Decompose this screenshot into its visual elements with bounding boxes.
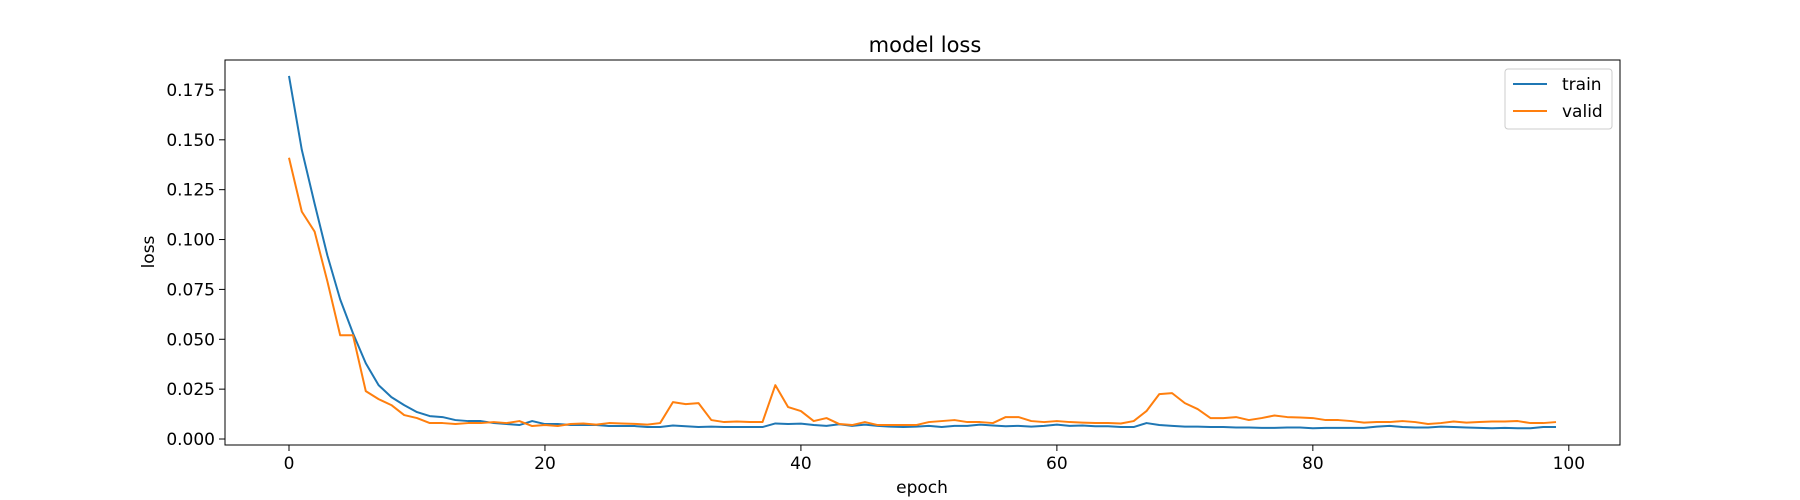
series-line-train (288, 75, 1557, 430)
y-axis-label: loss (139, 235, 159, 268)
x-tick-label: 80 (1302, 454, 1324, 474)
x-axis: 0 20 40 60 80 100 (284, 445, 1585, 474)
series-line-valid (288, 157, 1557, 428)
y-tick-label: 0.175 (166, 81, 215, 101)
legend: train valid (1504, 68, 1613, 130)
x-tick-label: 60 (1046, 454, 1068, 474)
legend-label-valid: valid (1562, 102, 1603, 122)
y-tick-label: 0.125 (166, 181, 215, 201)
chart-title: model loss (869, 33, 982, 57)
legend-label-train: train (1562, 75, 1602, 95)
x-tick-label: 20 (534, 454, 556, 474)
y-tick-label: 0.100 (166, 231, 215, 251)
x-tick-label: 0 (284, 454, 295, 474)
plot-area (224, 59, 1621, 446)
series-lines (288, 75, 1557, 430)
y-tick-label: 0.000 (166, 430, 215, 450)
y-tick-label: 0.025 (166, 380, 215, 400)
x-tick-label: 100 (1553, 454, 1585, 474)
y-tick-label: 0.075 (166, 280, 215, 300)
y-tick-label: 0.050 (166, 330, 215, 350)
y-tick-label: 0.150 (166, 131, 215, 151)
y-axis: 0.000 0.025 0.050 0.075 0.100 0.125 0.150 0.175 (166, 81, 225, 450)
x-axis-label: epoch (896, 478, 948, 498)
x-tick-label: 40 (790, 454, 812, 474)
